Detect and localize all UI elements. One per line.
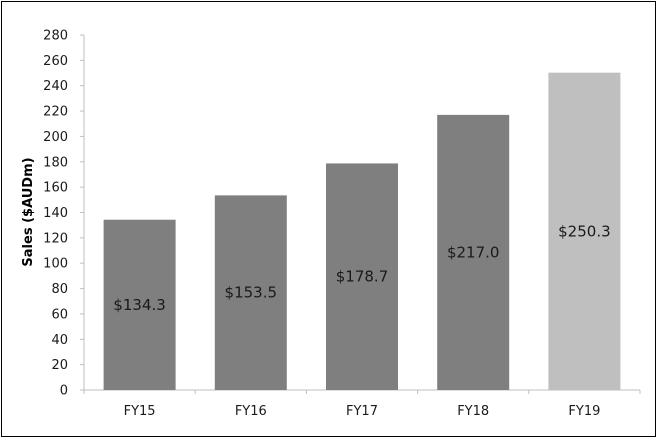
y-tick-label: 260 bbox=[43, 54, 68, 69]
bar-fy16 bbox=[214, 195, 287, 390]
y-tick-label: 180 bbox=[43, 155, 68, 170]
y-tick-label: 160 bbox=[43, 181, 68, 196]
y-tick-label: 80 bbox=[51, 282, 68, 297]
data-label-fy17: $178.7 bbox=[336, 268, 389, 286]
data-label-fy15: $134.3 bbox=[113, 296, 166, 314]
bar-fy19 bbox=[548, 72, 621, 390]
y-tick-label: 100 bbox=[43, 257, 68, 272]
y-tick-label: 60 bbox=[51, 307, 68, 322]
x-tick-label-fy15: FY15 bbox=[124, 404, 156, 419]
bar-fy17 bbox=[326, 163, 398, 390]
y-tick-label: 220 bbox=[43, 105, 68, 120]
x-tick-label-fy19: FY19 bbox=[568, 404, 600, 419]
y-tick-label: 200 bbox=[43, 130, 68, 145]
y-tick-label: 140 bbox=[43, 206, 68, 221]
y-tick-label: 240 bbox=[43, 79, 68, 94]
bar-fy15 bbox=[103, 219, 176, 390]
x-tick-label-fy17: FY17 bbox=[346, 404, 378, 419]
data-label-fy19: $250.3 bbox=[558, 222, 611, 240]
x-tick-label-fy18: FY18 bbox=[457, 404, 489, 419]
y-tick-label: 20 bbox=[51, 358, 68, 373]
y-tick-label: 40 bbox=[51, 333, 68, 348]
data-label-fy18: $217.0 bbox=[447, 243, 500, 261]
bar-fy18 bbox=[437, 114, 510, 390]
plot-area: 0 20 40 60 80 100 120 140 160 180 200 220 240 260 280 $… bbox=[43, 29, 641, 419]
y-tick-label: 0 bbox=[60, 384, 68, 399]
y-axis-title: Sales ($AUDm) bbox=[21, 157, 36, 266]
x-tick-label-fy16: FY16 bbox=[235, 404, 267, 419]
data-label-fy16: $153.5 bbox=[225, 284, 278, 302]
y-tick-label: 280 bbox=[43, 29, 68, 44]
y-tick-label: 120 bbox=[43, 231, 68, 246]
